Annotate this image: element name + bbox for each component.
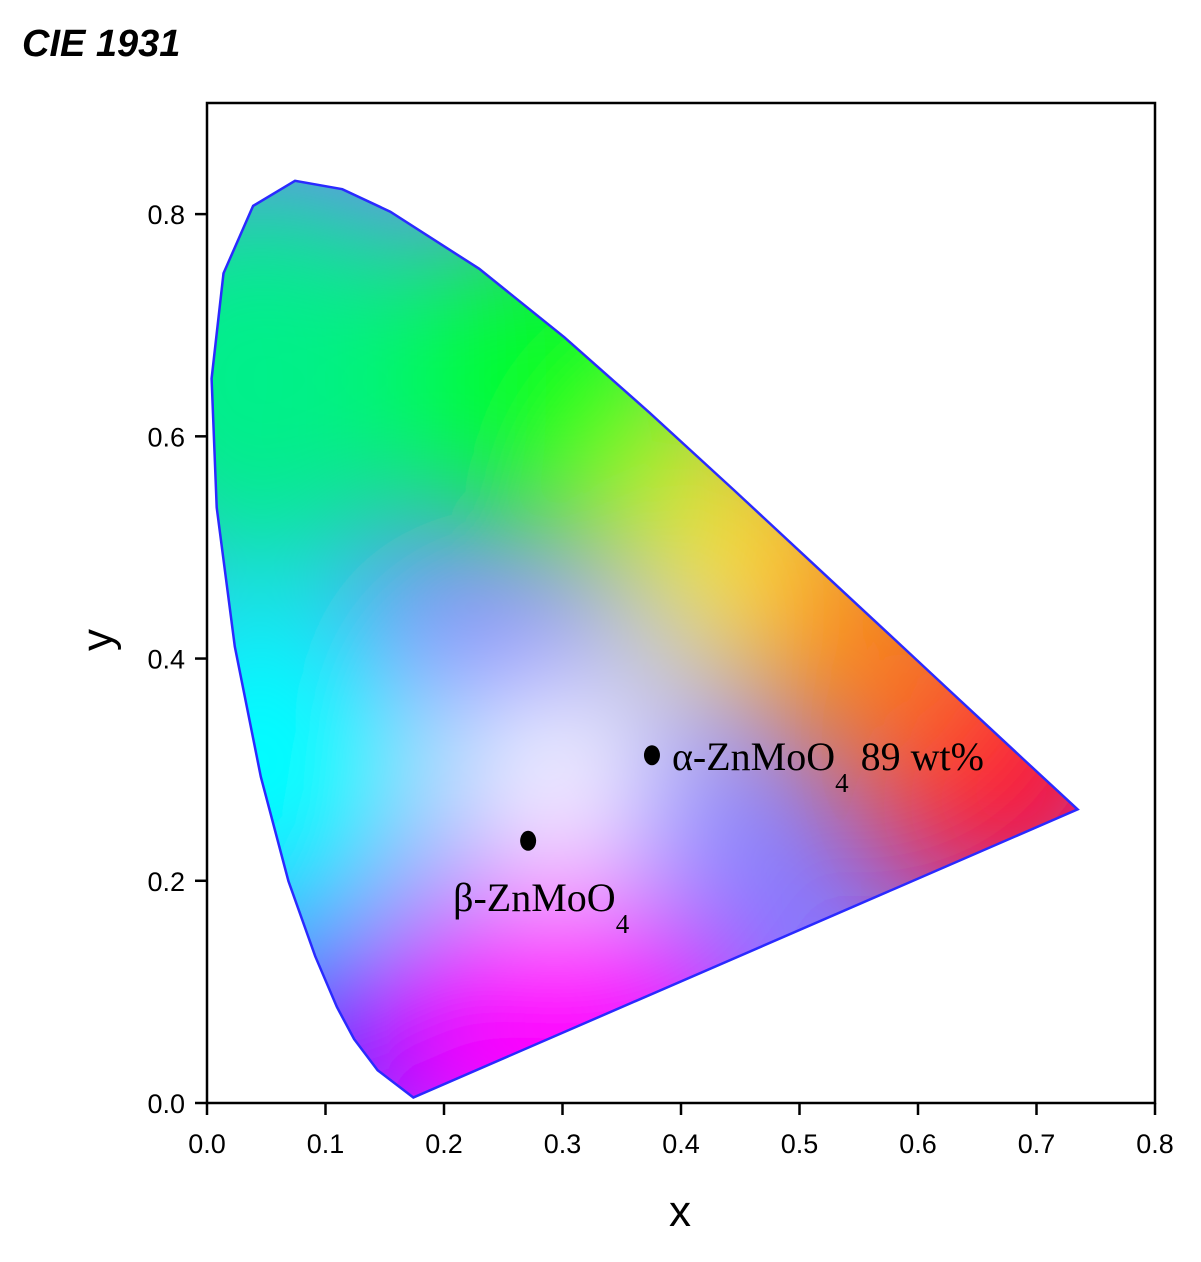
y-tick-label: 0.8 — [147, 200, 185, 230]
x-tick-label: 0.7 — [1018, 1129, 1056, 1159]
y-tick-label: 0.4 — [147, 645, 185, 675]
x-tick-label: 0.8 — [1136, 1129, 1174, 1159]
x-tick-label: 0.2 — [425, 1129, 463, 1159]
point-label-subscript: 4 — [835, 768, 849, 798]
data-point — [643, 745, 660, 766]
data-point — [520, 830, 537, 851]
point-label: α-ZnMoO4 89 wt% — [672, 734, 984, 798]
x-tick-label: 0.3 — [544, 1129, 582, 1159]
x-tick-label: 0.1 — [307, 1129, 345, 1159]
x-axis-label: x — [669, 1187, 691, 1236]
y-tick-label: 0.2 — [147, 867, 185, 897]
y-tick-label: 0.6 — [147, 422, 185, 452]
point-label-name: α-ZnMoO — [672, 734, 835, 779]
x-tick-label: 0.5 — [781, 1129, 819, 1159]
x-tick-label: 0.6 — [899, 1129, 937, 1159]
point-label-name: β-ZnMoO — [453, 875, 616, 920]
x-tick-label: 0.4 — [662, 1129, 700, 1159]
chart-title: CIE 1931 — [22, 23, 180, 65]
point-label-subscript: 4 — [616, 909, 630, 939]
y-tick-label: 0.0 — [147, 1089, 185, 1119]
y-axis-label: y — [73, 629, 122, 651]
point-label-suffix: 89 wt% — [861, 734, 984, 779]
gamut-fill — [211, 180, 1078, 1098]
point-label: β-ZnMoO4 — [453, 875, 630, 939]
x-tick-label: 0.0 — [188, 1129, 226, 1159]
spectral-locus — [210, 179, 1080, 1099]
